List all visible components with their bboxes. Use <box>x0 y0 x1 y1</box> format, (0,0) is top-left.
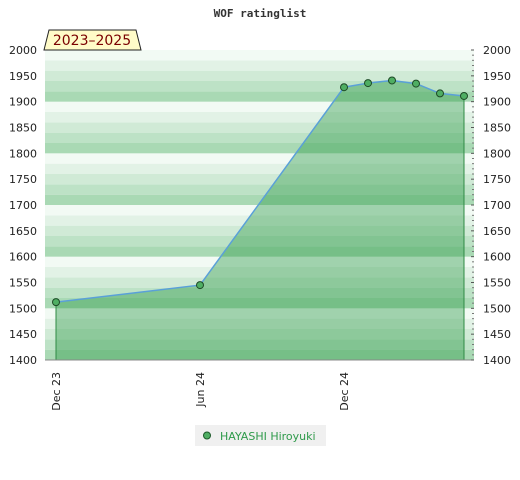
data-point[interactable] <box>412 79 420 88</box>
x-tick-label: Dec 23 <box>50 372 63 411</box>
y-tick-label-right: 1900 <box>483 96 511 109</box>
background-band <box>45 112 474 123</box>
plot-background <box>45 50 474 360</box>
data-point[interactable] <box>436 89 444 98</box>
background-band <box>45 194 474 205</box>
y-tick-label-right: 1400 <box>483 354 511 367</box>
background-band <box>45 277 474 288</box>
background-band <box>45 153 474 164</box>
y-tick-label-right: 1450 <box>483 328 511 341</box>
legend-box <box>195 425 326 446</box>
y-tick-label-left: 1450 <box>9 328 37 341</box>
background-band <box>45 298 474 309</box>
background-band <box>45 225 474 236</box>
y-tick-label-left: 1950 <box>9 70 37 83</box>
y-tick-label-left: 1400 <box>9 354 37 367</box>
data-point[interactable] <box>52 298 60 307</box>
background-band <box>45 215 474 226</box>
y-tick-label-right: 1500 <box>483 302 511 315</box>
legend-label: HAYASHI Hiroyuki <box>220 430 316 443</box>
background-band <box>45 174 474 185</box>
y-tick-label-right: 1650 <box>483 225 511 238</box>
background-band <box>45 81 474 92</box>
y-tick-label-left: 1700 <box>9 199 37 212</box>
period-badge-shape <box>43 29 142 51</box>
background-band <box>45 91 474 102</box>
legend-marker <box>203 431 211 440</box>
data-point[interactable] <box>196 281 204 290</box>
background-band <box>45 205 474 216</box>
y-tick-label-right: 1800 <box>483 147 511 160</box>
y-tick-label-right: 1950 <box>483 70 511 83</box>
y-tick-label-left: 1500 <box>9 302 37 315</box>
background-band <box>45 60 474 71</box>
background-band <box>45 236 474 247</box>
y-tick-label-left: 1850 <box>9 122 37 135</box>
y-tick-label-left: 2000 <box>9 44 37 57</box>
x-tick-label: Dec 24 <box>338 372 351 411</box>
y-tick-label-right: 1550 <box>483 277 511 290</box>
background-band <box>45 122 474 133</box>
y-tick-label-left: 1650 <box>9 225 37 238</box>
background-band <box>45 70 474 81</box>
background-band <box>45 163 474 174</box>
axes: 1400 1400 1450 1450 1500 1500 1550 1550 1600 1600… <box>9 44 511 411</box>
series-line <box>55 79 465 303</box>
data-point[interactable] <box>388 76 396 85</box>
y-tick-label-left: 1550 <box>9 277 37 290</box>
background-band <box>45 308 474 319</box>
background-band <box>45 246 474 257</box>
data-point[interactable] <box>460 91 468 100</box>
y-tick-label-right: 1700 <box>483 199 511 212</box>
y-tick-label-right: 1850 <box>483 122 511 135</box>
background-band <box>45 318 474 329</box>
y-tick-label-right: 2000 <box>483 44 511 57</box>
background-band <box>45 287 474 298</box>
period-badge-label: 2023–2025 <box>53 33 131 49</box>
background-band <box>45 143 474 154</box>
legend[interactable]: HAYASHI Hiroyuki <box>195 425 326 446</box>
period-badge: 2023–2025 <box>43 29 142 51</box>
series-area <box>55 79 465 360</box>
background-band <box>45 101 474 112</box>
chart-title: WOF ratinglist <box>214 7 307 20</box>
y-tick-label-left: 1600 <box>9 251 37 264</box>
data-point[interactable] <box>364 79 372 88</box>
background-band <box>45 339 474 350</box>
y-tick-label-left: 1900 <box>9 96 37 109</box>
background-band <box>45 329 474 340</box>
y-tick-label-right: 1750 <box>483 173 511 186</box>
background-band <box>45 267 474 278</box>
background-band <box>45 50 474 61</box>
y-tick-label-left: 1750 <box>9 173 37 186</box>
background-band <box>45 256 474 267</box>
background-band <box>45 184 474 195</box>
series-marks <box>52 76 468 307</box>
background-band <box>45 132 474 143</box>
y-tick-label-left: 1800 <box>9 147 37 160</box>
x-tick-label: Jun 24 <box>194 372 207 408</box>
data-point[interactable] <box>340 83 348 92</box>
y-tick-label-right: 1600 <box>483 251 511 264</box>
background-band <box>45 349 474 360</box>
